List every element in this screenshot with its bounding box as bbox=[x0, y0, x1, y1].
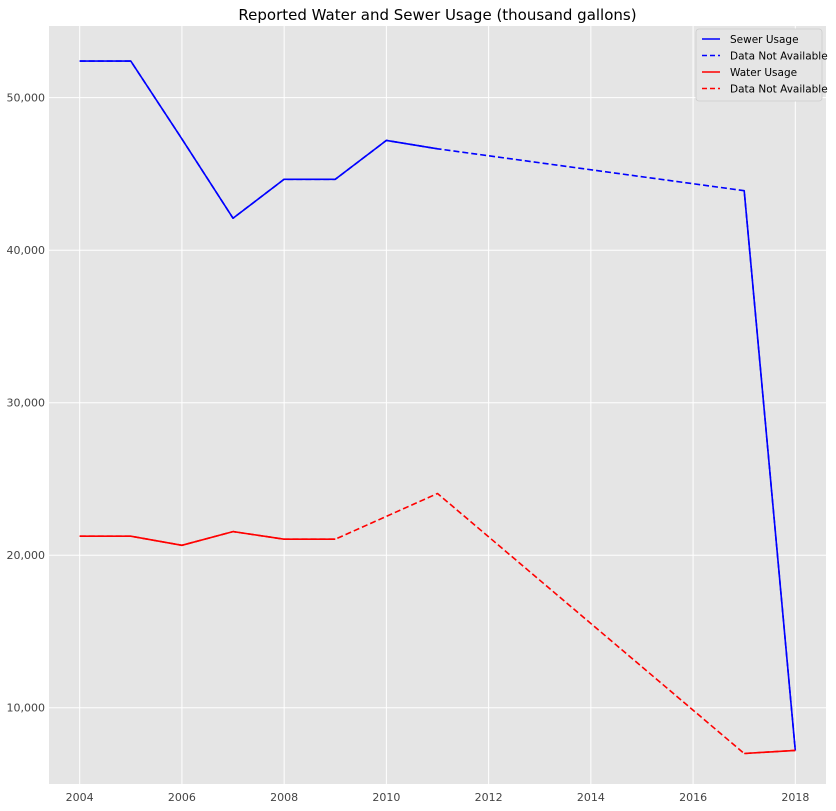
x-tick-label: 2004 bbox=[66, 791, 94, 804]
series-line-0 bbox=[79, 60, 438, 219]
y-tick-label: 40,000 bbox=[7, 244, 46, 257]
x-tick-label: 2014 bbox=[577, 791, 605, 804]
x-tick-label: 2018 bbox=[781, 791, 809, 804]
y-tick-label: 50,000 bbox=[7, 92, 46, 105]
y-tick-label: 10,000 bbox=[7, 702, 46, 715]
x-tick-label: 2010 bbox=[372, 791, 400, 804]
series-line-4 bbox=[743, 190, 797, 751]
legend: Sewer Usage Data Not Available Water Usage… bbox=[695, 28, 828, 102]
x-tick-label: 2016 bbox=[679, 791, 707, 804]
series-line-5 bbox=[744, 749, 796, 755]
legend-label: Data Not Available bbox=[730, 51, 828, 63]
y-tick-label: 30,000 bbox=[7, 397, 46, 410]
series-lines bbox=[79, 60, 797, 755]
legend-box bbox=[695, 28, 823, 102]
x-tick-label: 2008 bbox=[270, 791, 298, 804]
x-tick-label: 2006 bbox=[168, 791, 196, 804]
chart-title: Reported Water and Sewer Usage (thousand… bbox=[238, 6, 636, 24]
legend-label: Water Usage bbox=[730, 67, 797, 79]
x-tick-label: 2012 bbox=[475, 791, 503, 804]
series-line-2 bbox=[79, 530, 336, 547]
legend-label: Sewer Usage bbox=[730, 34, 799, 46]
plot-area bbox=[49, 26, 826, 784]
y-tick-label: 20,000 bbox=[7, 549, 46, 562]
legend-label: Data Not Available bbox=[730, 84, 828, 96]
axis-ticks: 2004 2006 2008 2010 2012 2014 2016 2018 10,000 20… bbox=[7, 92, 810, 804]
